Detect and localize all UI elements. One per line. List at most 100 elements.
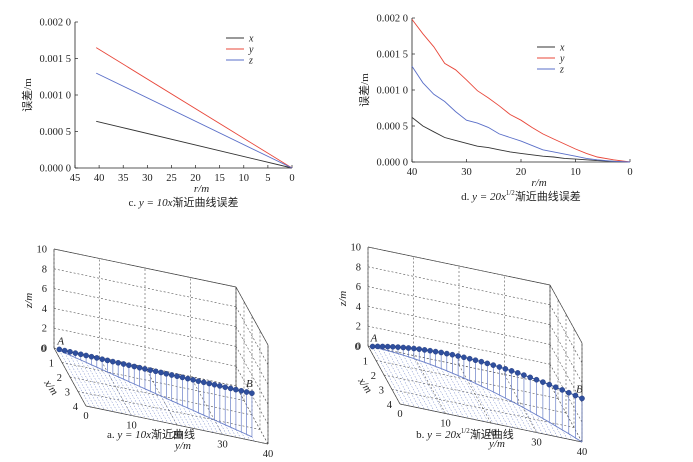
point-drop [413, 358, 445, 414]
data-point [174, 373, 180, 380]
z-axis-label: z/m [23, 293, 35, 309]
x-tick-label: 0 [41, 344, 46, 355]
point-drop [377, 348, 410, 407]
point-drop [171, 400, 187, 428]
data-point [411, 345, 417, 352]
grid-line [235, 346, 269, 405]
point-drop [187, 407, 200, 430]
data-point [168, 372, 175, 378]
z-tick-label: 0 [356, 342, 361, 353]
data-point [502, 366, 509, 372]
grid-line [190, 376, 223, 435]
legend-label-x: x [559, 43, 565, 54]
point-drop [469, 380, 494, 424]
data-point [136, 364, 143, 371]
x-axis-label: r/m [531, 177, 546, 189]
z-axis-label: z/m [337, 291, 349, 307]
z-tick-label: 6 [42, 284, 47, 295]
point-drop [219, 422, 228, 436]
data-point [233, 386, 239, 393]
data-point [374, 343, 381, 350]
y-tick-label: 0.002 0 [40, 18, 72, 29]
point-drop [192, 410, 205, 431]
point-drop [403, 355, 435, 412]
point-drop [139, 386, 160, 422]
y-tick-label: 0.000 0 [40, 164, 72, 175]
y-tick-label: 20 [486, 428, 497, 439]
point-drop [251, 436, 255, 442]
x-tick-label: 20 [516, 167, 527, 178]
data-point [484, 360, 491, 367]
y-axis-line [399, 403, 583, 443]
data-point [443, 350, 450, 357]
point-drop [144, 388, 164, 423]
point-drop [224, 424, 232, 437]
grid-line [549, 324, 583, 383]
series-line-z [96, 72, 293, 169]
grid-line [458, 364, 492, 424]
point-drop [419, 360, 450, 415]
data-point [379, 343, 386, 350]
grid-line [367, 306, 551, 345]
point-drop [85, 362, 114, 412]
frame-edge [367, 246, 551, 286]
point-drop [198, 412, 210, 432]
data-point [427, 347, 433, 354]
point-drop [203, 415, 214, 433]
legend-label-z: z [248, 56, 253, 67]
data-point [472, 357, 479, 364]
point-drop [382, 349, 415, 408]
data-point [99, 356, 105, 363]
grid-line [549, 344, 583, 403]
series-line-x [96, 120, 293, 169]
y-tick-label: 0.001 5 [40, 54, 72, 65]
y-tick-label: 0 [397, 409, 402, 420]
data-point [496, 364, 503, 370]
grid-line [413, 355, 446, 414]
y-tick-label: 30 [531, 438, 542, 449]
data-point [227, 385, 234, 392]
y-tick-label: 0.000 5 [377, 122, 409, 133]
point-drop [511, 401, 528, 431]
chart-d-error-sqrt: 0.000 0 0.000 5 0.001 0 0.001 5 0.002 0 40 30 2… [357, 14, 633, 204]
caption-formula: y = 10x [116, 429, 151, 441]
point-drop [112, 374, 137, 417]
point-drop [424, 362, 455, 416]
data-point [147, 367, 154, 373]
y-tick-label: 0.001 0 [40, 91, 72, 102]
y-tick-label: 0.001 5 [377, 50, 409, 61]
z-tick-label: 2 [42, 324, 47, 335]
data-point [421, 347, 428, 353]
chart-caption: d. y = 20x1/2渐近曲线误差 [461, 189, 581, 203]
point-drop [241, 431, 246, 440]
data-point [490, 362, 497, 368]
y-axis-label: y/m [488, 438, 505, 450]
z-tick-label: 10 [351, 243, 362, 254]
data-point [120, 361, 127, 367]
data-point [200, 379, 207, 386]
data-point [131, 363, 138, 370]
point-drop [555, 425, 563, 439]
point-drop [230, 427, 237, 438]
point-drop [123, 379, 146, 419]
grid-line [99, 357, 132, 416]
y-axis-label: 误差/m [20, 78, 34, 112]
x-tick-label: 0 [627, 167, 632, 178]
x-tick-label: 0 [355, 342, 360, 353]
grid-line [549, 364, 583, 423]
data-point [432, 348, 439, 355]
frame-edge [235, 286, 269, 346]
data-point [179, 374, 186, 381]
data-point [206, 380, 212, 387]
point-drop [155, 393, 173, 425]
data-point [521, 372, 527, 378]
data-point [78, 351, 84, 358]
data-point [126, 362, 132, 369]
y-tick-label: 0 [83, 411, 88, 422]
grid-line [549, 383, 583, 443]
x-tick-label: 3 [65, 388, 70, 399]
data-point [158, 369, 164, 376]
grid-line [53, 268, 237, 308]
data-point [61, 347, 68, 354]
